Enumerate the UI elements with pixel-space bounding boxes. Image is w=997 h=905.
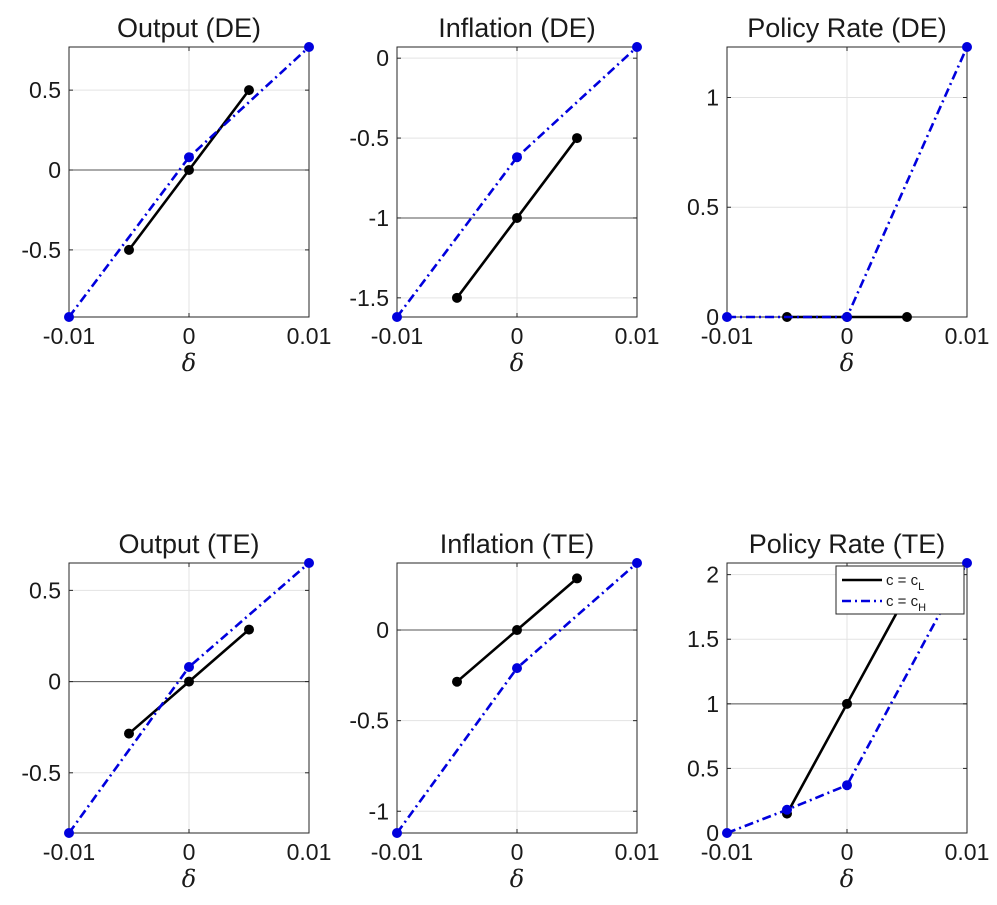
legend-label: c = cL bbox=[886, 572, 924, 593]
x-tick-label: -0.01 bbox=[371, 323, 423, 349]
x-axis-label: δ bbox=[840, 865, 854, 893]
y-tick-label: 0 bbox=[376, 45, 389, 71]
y-tick-label: 0 bbox=[48, 157, 61, 183]
data-point bbox=[962, 558, 972, 568]
y-tick-label: -0.5 bbox=[349, 125, 389, 151]
y-tick-label: 0 bbox=[48, 669, 61, 695]
data-point bbox=[512, 212, 522, 223]
y-tick-label: 0 bbox=[706, 820, 719, 846]
x-tick-label: -0.01 bbox=[701, 323, 753, 349]
data-point bbox=[572, 133, 582, 144]
y-tick-label: -0.5 bbox=[21, 237, 61, 263]
x-tick-label: 0.01 bbox=[945, 839, 990, 865]
data-point bbox=[782, 804, 792, 815]
chart-title: Output (DE) bbox=[117, 13, 261, 43]
chart-title: Output (TE) bbox=[118, 529, 259, 559]
subplot-1: -0.01 0 0.01 -0.5 0 0.5 Output (DE) δ bbox=[21, 13, 331, 377]
y-tick-label: 2 bbox=[706, 562, 719, 588]
y-tick-label: 0 bbox=[706, 304, 719, 330]
data-point bbox=[452, 292, 462, 303]
data-point bbox=[392, 828, 402, 838]
data-point bbox=[184, 165, 194, 176]
data-point bbox=[962, 42, 972, 52]
chart-title: Policy Rate (TE) bbox=[749, 529, 946, 559]
legend-box bbox=[835, 565, 965, 615]
y-tick-label: 0 bbox=[376, 617, 389, 643]
data-point bbox=[184, 676, 194, 687]
y-tick-label: 0.5 bbox=[29, 577, 61, 603]
x-tick-label: 0 bbox=[183, 839, 196, 865]
data-point bbox=[244, 624, 254, 635]
x-tick-label: 0 bbox=[841, 839, 854, 865]
y-tick-label: 1 bbox=[706, 84, 719, 110]
data-point bbox=[902, 312, 912, 322]
data-point bbox=[632, 42, 642, 52]
x-tick-label: -0.01 bbox=[43, 323, 95, 349]
data-point bbox=[244, 85, 254, 96]
data-point bbox=[184, 152, 194, 163]
x-axis-label: δ bbox=[510, 349, 524, 377]
data-point bbox=[722, 312, 732, 322]
data-point bbox=[392, 312, 402, 322]
subplot-2: -0.01 0 0.01 -1.5 -1 -0.5 0 Inflation (DE) δ bbox=[349, 13, 659, 377]
data-point bbox=[184, 661, 194, 672]
subplot-5: -0.01 0 0.01 -1 -0.5 0 Inflation (TE) δ bbox=[349, 529, 659, 893]
x-tick-label: 0.01 bbox=[945, 323, 990, 349]
x-tick-label: -0.01 bbox=[701, 839, 753, 865]
y-tick-label: -1 bbox=[369, 205, 389, 231]
x-tick-label: -0.01 bbox=[371, 839, 423, 865]
x-tick-label: -0.01 bbox=[43, 839, 95, 865]
data-point bbox=[64, 312, 74, 322]
x-tick-label: 0.01 bbox=[615, 839, 660, 865]
y-tick-label: 0.5 bbox=[687, 194, 719, 220]
y-tick-label: -1.5 bbox=[349, 285, 389, 311]
chart-title: Inflation (DE) bbox=[438, 13, 596, 43]
y-tick-label: 0.5 bbox=[687, 755, 719, 781]
y-tick-label: -1 bbox=[369, 798, 389, 824]
x-tick-label: 0.01 bbox=[615, 323, 660, 349]
data-point bbox=[842, 698, 852, 709]
data-point bbox=[304, 42, 314, 52]
x-tick-label: 0 bbox=[841, 323, 854, 349]
x-axis-label: δ bbox=[840, 349, 854, 377]
series-line-2 bbox=[67, 46, 310, 318]
chart-title: Inflation (TE) bbox=[440, 529, 595, 559]
series-line-2 bbox=[726, 562, 969, 835]
x-tick-label: 0.01 bbox=[287, 323, 332, 349]
legend-label: c = cH bbox=[886, 593, 926, 614]
subplot-4: -0.01 0 0.01 -0.5 0 0.5 Output (TE) δ bbox=[21, 529, 331, 893]
data-point bbox=[722, 828, 732, 838]
x-axis-label: δ bbox=[182, 865, 196, 893]
x-tick-label: 0 bbox=[511, 323, 524, 349]
data-point bbox=[304, 558, 314, 568]
y-tick-label: 0.5 bbox=[29, 77, 61, 103]
x-axis-label: δ bbox=[182, 349, 196, 377]
data-point bbox=[842, 312, 852, 322]
x-axis-label: δ bbox=[510, 865, 524, 893]
x-tick-label: 0.01 bbox=[287, 839, 332, 865]
y-tick-label: -0.5 bbox=[349, 708, 389, 734]
data-point bbox=[512, 625, 522, 636]
y-tick-label: 1 bbox=[706, 691, 719, 717]
y-tick-label: -0.5 bbox=[21, 760, 61, 786]
y-tick-label: 1.5 bbox=[687, 626, 719, 652]
legend: c = cLc = cH bbox=[835, 565, 965, 615]
data-point bbox=[572, 573, 582, 584]
data-point bbox=[512, 663, 522, 674]
data-point bbox=[512, 152, 522, 163]
data-point bbox=[452, 676, 462, 687]
data-point bbox=[632, 558, 642, 568]
data-point bbox=[124, 244, 134, 255]
series-line-2 bbox=[395, 46, 638, 318]
chart-title: Policy Rate (DE) bbox=[747, 13, 947, 43]
x-tick-label: 0 bbox=[183, 323, 196, 349]
data-point bbox=[842, 780, 852, 791]
x-tick-label: 0 bbox=[511, 839, 524, 865]
data-point bbox=[124, 728, 134, 739]
data-point bbox=[64, 828, 74, 838]
